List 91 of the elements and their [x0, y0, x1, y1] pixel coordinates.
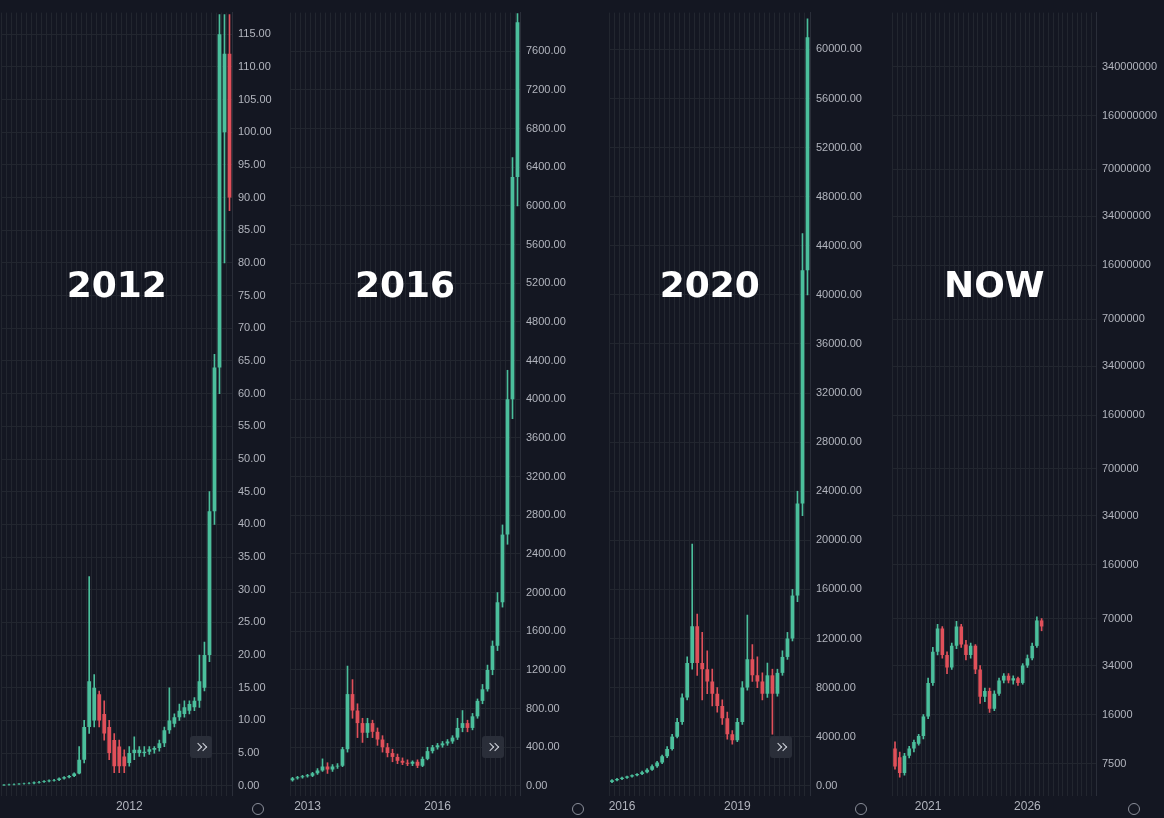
y-tick-label: 2000.00 — [526, 585, 566, 598]
y-tick-label: 7000000 — [1102, 312, 1145, 325]
y-tick-label: 60000.00 — [816, 42, 862, 55]
candlestick — [700, 632, 705, 701]
y-tick-label: 340000 — [1102, 508, 1139, 521]
y-tick-label: 2400.00 — [526, 546, 566, 559]
y-tick-label: 1200.00 — [526, 662, 566, 675]
y-tick-label: 15.00 — [238, 680, 266, 693]
x-tick-label: 2021 — [914, 799, 942, 814]
y-tick-label: 34000 — [1102, 658, 1133, 671]
y-tick-label: 70000000 — [1102, 162, 1151, 175]
y-tick-label: 44000.00 — [816, 238, 862, 251]
candlestick — [52, 778, 56, 782]
y-tick-label: 56000.00 — [816, 91, 862, 104]
y-tick-label: 4000.00 — [526, 392, 566, 405]
y-tick-label: 85.00 — [238, 223, 266, 236]
x-tick-label: 2019 — [723, 799, 751, 814]
y-tick-label: 45.00 — [238, 484, 266, 497]
y-tick-label: 160000000 — [1102, 108, 1158, 121]
y-tick-label: 7600.00 — [526, 44, 566, 57]
y-tick-label: 4000.00 — [816, 729, 856, 742]
y-tick-label: 340000000 — [1102, 59, 1158, 72]
y-tick-label: 75.00 — [238, 288, 266, 301]
y-tick-label: 24000.00 — [816, 484, 862, 497]
y-tick-label: 100.00 — [238, 125, 272, 138]
y-tick-label: 0.00 — [816, 778, 838, 791]
y-tick-label: 2800.00 — [526, 508, 566, 521]
y-tick-label: 160000 — [1102, 557, 1139, 570]
y-tick-label: 7200.00 — [526, 82, 566, 95]
y-tick-label: 40.00 — [238, 517, 266, 530]
x-tick-label: 2012 — [115, 799, 143, 814]
y-tick-label: 1600.00 — [526, 624, 566, 637]
y-tick-label: 32000.00 — [816, 386, 862, 399]
candlestick — [42, 780, 46, 783]
y-tick-label: 105.00 — [238, 92, 272, 105]
y-tick-label: 0.00 — [526, 778, 548, 791]
y-tick-label: 6000.00 — [526, 198, 566, 211]
y-tick-label: 70000 — [1102, 611, 1133, 624]
y-tick-label: 25.00 — [238, 615, 266, 628]
y-tick-label: 35.00 — [238, 550, 266, 563]
y-tick-label: 65.00 — [238, 353, 266, 366]
y-tick-label: 95.00 — [238, 157, 266, 170]
x-tick-label: 2016 — [424, 799, 452, 814]
y-tick-label: 5600.00 — [526, 237, 566, 250]
y-tick-label: 70.00 — [238, 321, 266, 334]
text: 2016 — [354, 263, 456, 305]
y-tick-label: 55.00 — [238, 419, 266, 432]
y-tick-label: 7500 — [1102, 756, 1127, 769]
y-tick-label: 16000000 — [1102, 258, 1151, 271]
y-tick-label: 110.00 — [238, 59, 271, 72]
y-tick-label: 1600000 — [1102, 408, 1145, 421]
y-tick-label: 20.00 — [238, 648, 266, 661]
y-tick-label: 5200.00 — [526, 276, 566, 289]
y-tick-label: 50.00 — [238, 452, 266, 465]
text: 2012 — [66, 263, 167, 305]
y-tick-label: 52000.00 — [816, 140, 862, 153]
candlestick — [37, 780, 41, 784]
x-tick-label: 2016 — [608, 799, 636, 814]
y-tick-label: 115.00 — [238, 27, 271, 40]
x-tick-label: 2026 — [1014, 799, 1042, 814]
y-tick-label: 4800.00 — [526, 314, 566, 327]
y-tick-label: 12000.00 — [816, 631, 862, 644]
y-tick-label: 80.00 — [238, 255, 266, 268]
text: NOW — [944, 263, 1045, 305]
y-tick-label: 0.00 — [238, 778, 260, 791]
y-tick-label: 3600.00 — [526, 430, 566, 443]
y-tick-label: 4400.00 — [526, 353, 566, 366]
y-tick-label: 30.00 — [238, 582, 266, 595]
y-tick-label: 800.00 — [526, 701, 560, 714]
y-tick-label: 8000.00 — [816, 680, 856, 693]
y-tick-label: 90.00 — [238, 190, 266, 203]
y-tick-label: 20000.00 — [816, 533, 862, 546]
y-tick-label: 60.00 — [238, 386, 266, 399]
y-tick-label: 16000 — [1102, 707, 1133, 720]
y-tick-label: 28000.00 — [816, 435, 862, 448]
candlestick — [132, 736, 137, 760]
y-tick-label: 36000.00 — [816, 336, 862, 349]
y-tick-label: 700000 — [1102, 461, 1139, 474]
y-tick-label: 3400000 — [1102, 359, 1145, 372]
y-tick-label: 34000000 — [1102, 209, 1151, 222]
y-tick-label: 400.00 — [526, 740, 560, 753]
y-tick-label: 6800.00 — [526, 121, 566, 134]
y-tick-label: 40000.00 — [816, 287, 862, 300]
y-tick-label: 16000.00 — [816, 582, 862, 595]
x-tick-label: 2013 — [294, 799, 322, 814]
y-tick-label: 10.00 — [238, 713, 266, 726]
y-tick-label: 3200.00 — [526, 469, 566, 482]
y-tick-label: 6400.00 — [526, 160, 566, 173]
y-tick-label: 5.00 — [238, 746, 260, 759]
y-tick-label: 48000.00 — [816, 189, 862, 202]
text: 2020 — [659, 263, 760, 305]
